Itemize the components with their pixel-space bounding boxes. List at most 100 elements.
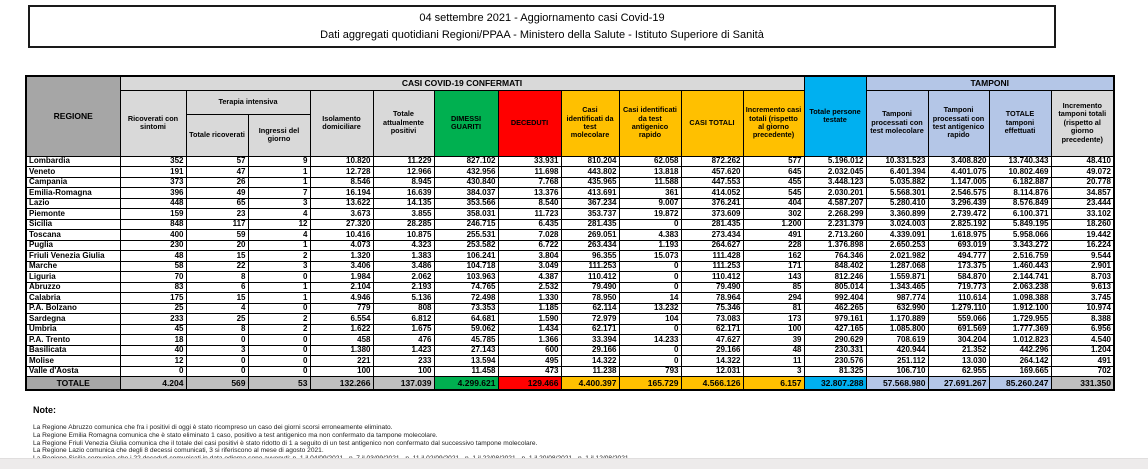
value-cell: 1.366 <box>497 334 562 346</box>
value-cell: 11.458 <box>433 365 499 377</box>
value-cell: 175 <box>119 292 187 304</box>
table-row: Basilicata 40 3 0 1.380 1.423 27.143 600 29.166 0… <box>25 344 1115 356</box>
value-cell: 33.931 <box>497 155 562 167</box>
value-cell: 8.388 <box>1050 313 1115 325</box>
col-header-deceduti: DECEDUTI <box>497 89 562 157</box>
value-cell: 83 <box>119 281 187 293</box>
value-cell: 28.285 <box>372 218 435 230</box>
value-cell: 1 <box>247 166 311 178</box>
value-cell: 33.102 <box>1050 208 1115 220</box>
value-cell: 233 <box>119 313 187 325</box>
value-cell: 1.984 <box>309 271 374 283</box>
value-cell: 62.171 <box>680 323 744 335</box>
value-cell: 458 <box>309 334 374 346</box>
value-cell: 11.723 <box>497 208 562 220</box>
region-name: P.A. Bolzano <box>25 302 121 314</box>
value-cell: 1 <box>247 239 311 251</box>
value-cell: 1 <box>247 281 311 293</box>
value-cell: 233 <box>372 355 435 367</box>
col-header-persone-testate: Totale persone testate <box>803 75 867 157</box>
value-cell: 14.322 <box>560 355 620 367</box>
value-cell: 106.710 <box>865 365 929 377</box>
value-cell: 3.804 <box>497 250 562 262</box>
value-cell: 1.383 <box>372 250 435 262</box>
col-header-casi-molecolare: Casi identificati da test molecolare <box>560 89 620 157</box>
value-cell: 1.376.898 <box>803 239 867 251</box>
value-cell: 764.346 <box>803 250 867 262</box>
value-cell: 246.715 <box>433 218 499 230</box>
value-cell: 10.331.523 <box>865 155 929 167</box>
value-cell: 104.718 <box>433 260 499 272</box>
value-cell: 491 <box>742 229 805 241</box>
value-cell: 693.019 <box>927 239 990 251</box>
value-cell: 110.614 <box>927 292 990 304</box>
value-cell: 3 <box>185 344 249 356</box>
table-row: Puglia 230 20 1 4.073 4.323 253.582 6.722 263.43… <box>25 239 1115 251</box>
value-cell: 7.768 <box>497 176 562 188</box>
group-header-tamponi: TAMPONI <box>865 75 1115 91</box>
region-name: Basilicata <box>25 344 121 356</box>
table-row: Umbria 45 8 2 1.622 1.675 59.062 1.434 62.171 0 62… <box>25 323 1115 335</box>
value-cell: 4.946 <box>309 292 374 304</box>
value-cell: 13.232 <box>618 302 682 314</box>
value-cell: 103.963 <box>433 271 499 283</box>
value-cell: 48 <box>742 344 805 356</box>
table-row: Valle d'Aosta 0 0 0 100 100 11.458 473 11.238 793… <box>25 365 1115 377</box>
value-cell: 85.260.247 <box>988 376 1052 390</box>
value-cell: 230.576 <box>803 355 867 367</box>
value-cell: 12.966 <box>372 166 435 178</box>
value-cell: 32.807.288 <box>803 376 867 390</box>
value-cell: 5.958.066 <box>988 229 1052 241</box>
region-name: Liguria <box>25 271 121 283</box>
value-cell: 719.773 <box>927 281 990 293</box>
value-cell: 49 <box>185 187 249 199</box>
value-cell: 1.200 <box>742 218 805 230</box>
value-cell: 1.320 <box>309 250 374 262</box>
value-cell: 1.618.975 <box>927 229 990 241</box>
value-cell: 2.516.759 <box>988 250 1052 262</box>
value-cell: 11.588 <box>618 176 682 188</box>
value-cell: 1.330 <box>497 292 562 304</box>
value-cell: 4.400.397 <box>560 376 620 390</box>
value-cell: 455 <box>742 176 805 188</box>
col-header-incremento-tamponi: Incremento tamponi totali (rispetto al g… <box>1050 89 1115 157</box>
value-cell: 0 <box>247 334 311 346</box>
value-cell: 132.266 <box>309 376 374 390</box>
value-cell: 165.729 <box>618 376 682 390</box>
value-cell: 3.855 <box>372 208 435 220</box>
value-cell: 16.639 <box>372 187 435 199</box>
value-cell: 12.031 <box>680 365 744 377</box>
value-cell: 600 <box>497 344 562 356</box>
value-cell: 9 <box>247 155 311 167</box>
value-cell: 13.030 <box>927 355 990 367</box>
value-cell: 367.234 <box>560 197 620 209</box>
value-cell: 559.066 <box>927 313 990 325</box>
value-cell: 2.062 <box>372 271 435 283</box>
table-row: Toscana 400 59 4 10.416 10.875 255.531 7.028 269… <box>25 229 1115 241</box>
value-cell: 5.035.882 <box>865 176 929 188</box>
value-cell: 29.166 <box>680 344 744 356</box>
value-cell: 81 <box>742 302 805 314</box>
value-cell: 253.582 <box>433 239 499 251</box>
value-cell: 111.253 <box>680 260 744 272</box>
value-cell: 62.058 <box>618 155 682 167</box>
value-cell: 476 <box>372 334 435 346</box>
value-cell: 255.531 <box>433 229 499 241</box>
value-cell: 396 <box>119 187 187 199</box>
value-cell: 10.974 <box>1050 302 1115 314</box>
value-cell: 104 <box>618 313 682 325</box>
value-cell: 2 <box>247 250 311 262</box>
value-cell: 462.265 <box>803 302 867 314</box>
region-name: Veneto <box>25 166 121 178</box>
value-cell: 4 <box>185 302 249 314</box>
value-cell: 85 <box>742 281 805 293</box>
value-cell: 447.553 <box>680 176 744 188</box>
value-cell: 70 <box>119 271 187 283</box>
value-cell: 75.346 <box>680 302 744 314</box>
value-cell: 302 <box>742 208 805 220</box>
value-cell: 6 <box>185 281 249 293</box>
bulletin-date-title: 04 settembre 2021 - Aggiornamento casi C… <box>419 12 665 24</box>
value-cell: 8 <box>185 271 249 283</box>
value-cell: 4.073 <box>309 239 374 251</box>
value-cell: 45 <box>119 323 187 335</box>
